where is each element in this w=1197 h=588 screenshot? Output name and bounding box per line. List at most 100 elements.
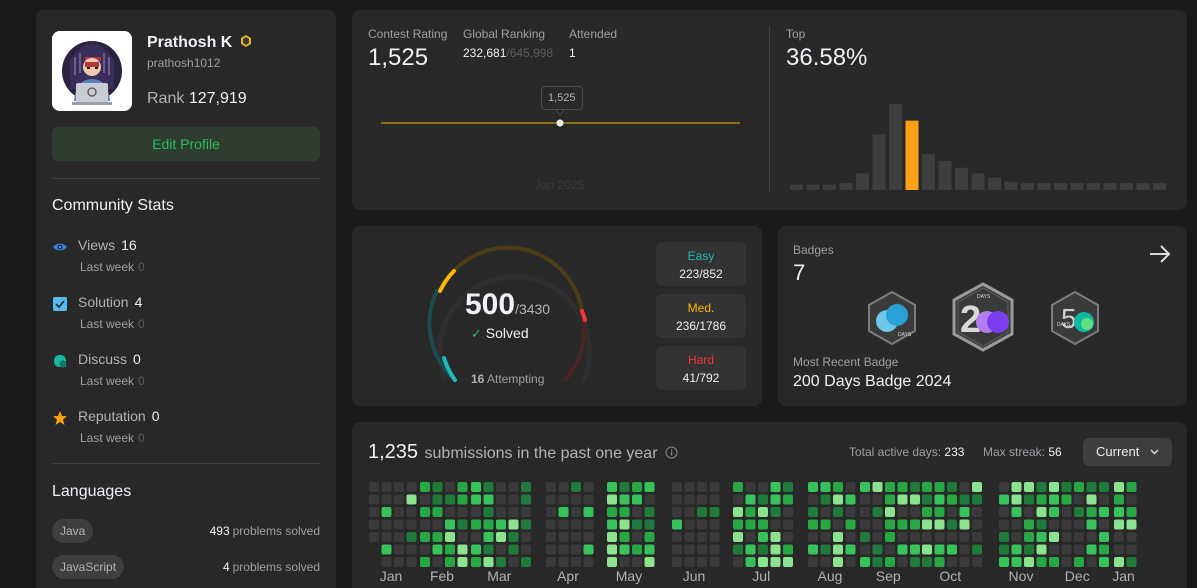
heatmap-cell[interactable]	[1114, 507, 1124, 517]
heatmap-cell[interactable]	[432, 544, 443, 555]
heatmap-cell[interactable]	[709, 494, 720, 505]
heatmap-cell[interactable]	[1099, 532, 1109, 542]
heatmap-cell[interactable]	[571, 557, 581, 567]
heatmap-cell[interactable]	[508, 519, 519, 530]
heatmap-cell[interactable]	[571, 544, 581, 555]
heatmap-cell[interactable]	[632, 519, 642, 530]
heatmap-cell[interactable]	[1061, 557, 1072, 567]
edit-profile-button[interactable]: Edit Profile	[52, 127, 320, 161]
heatmap-cell[interactable]	[583, 532, 594, 542]
heatmap-cell[interactable]	[845, 557, 856, 567]
heatmap-cell[interactable]	[381, 482, 392, 492]
heatmap-cell[interactable]	[972, 507, 982, 517]
heatmap-cell[interactable]	[432, 494, 443, 505]
heatmap-cell[interactable]	[1011, 532, 1022, 542]
heatmap-cell[interactable]	[583, 494, 594, 505]
histogram-bar[interactable]	[790, 184, 803, 190]
heatmap-cell[interactable]	[1049, 482, 1059, 492]
histogram-bar[interactable]	[988, 177, 1001, 190]
heatmap-cell[interactable]	[571, 494, 581, 505]
heatmap-cell[interactable]	[1061, 507, 1072, 517]
heatmap-cell[interactable]	[496, 519, 506, 530]
heatmap-cell[interactable]	[445, 519, 455, 530]
heatmap-cell[interactable]	[1036, 519, 1047, 530]
heatmap-cell[interactable]	[483, 507, 494, 517]
heatmap-cell[interactable]	[546, 482, 556, 492]
heatmap-cell[interactable]	[1099, 482, 1109, 492]
heatmap-cell[interactable]	[860, 544, 870, 555]
heatmap-cell[interactable]	[1024, 532, 1034, 542]
heatmap-cell[interactable]	[619, 544, 630, 555]
heatmap-cell[interactable]	[808, 519, 818, 530]
heatmap-cell[interactable]	[1114, 532, 1124, 542]
heatmap-cell[interactable]	[1061, 494, 1072, 505]
heatmap-cell[interactable]	[496, 482, 506, 492]
heatmap-cell[interactable]	[1114, 557, 1124, 567]
heatmap-cell[interactable]	[1086, 532, 1097, 542]
heatmap-cell[interactable]	[845, 544, 856, 555]
heatmap-cell[interactable]	[432, 519, 443, 530]
heatmap-cell[interactable]	[1011, 494, 1022, 505]
heatmap-cell[interactable]	[457, 507, 468, 517]
heatmap-cell[interactable]	[1086, 482, 1097, 492]
heatmap-cell[interactable]	[644, 507, 655, 517]
language-tag[interactable]: JavaScript	[52, 555, 125, 579]
heatmap-cell[interactable]	[508, 557, 519, 567]
heatmap-cell[interactable]	[508, 532, 519, 542]
heatmap-cell[interactable]	[583, 557, 594, 567]
heatmap-cell[interactable]	[1126, 507, 1137, 517]
heatmap-cell[interactable]	[959, 557, 970, 567]
histogram-bar[interactable]	[1136, 183, 1150, 190]
heatmap-cell[interactable]	[1061, 519, 1072, 530]
heatmap-cell[interactable]	[684, 519, 695, 530]
heatmap-cell[interactable]	[558, 519, 569, 530]
heatmap-cell[interactable]	[733, 494, 743, 505]
heatmap-cell[interactable]	[1099, 544, 1109, 555]
heatmap-cell[interactable]	[922, 482, 932, 492]
heatmap-cell[interactable]	[783, 519, 793, 530]
heatmap-cell[interactable]	[546, 494, 556, 505]
heatmap-cell[interactable]	[758, 532, 768, 542]
heatmap-cell[interactable]	[644, 519, 655, 530]
heatmap-cell[interactable]	[394, 557, 404, 567]
heatmap-cell[interactable]	[432, 557, 443, 567]
heatmap-cell[interactable]	[1074, 482, 1084, 492]
heatmap-cell[interactable]	[394, 482, 404, 492]
heatmap-cell[interactable]	[972, 557, 982, 567]
heatmap-cell[interactable]	[457, 544, 468, 555]
heatmap-cell[interactable]	[833, 557, 843, 567]
heatmap-cell[interactable]	[381, 494, 392, 505]
heatmap-cell[interactable]	[745, 557, 756, 567]
heatmap-cell[interactable]	[369, 507, 379, 517]
heatmap-cell[interactable]	[546, 507, 556, 517]
heatmap-cell[interactable]	[420, 507, 430, 517]
heatmap-cell[interactable]	[833, 494, 843, 505]
heatmap-cell[interactable]	[910, 557, 920, 567]
heatmap-cell[interactable]	[583, 482, 594, 492]
heatmap-cell[interactable]	[457, 494, 468, 505]
heatmap-cell[interactable]	[872, 519, 883, 530]
heatmap-cell[interactable]	[860, 557, 870, 567]
heatmap-cell[interactable]	[619, 482, 630, 492]
heatmap-cell[interactable]	[672, 544, 682, 555]
heatmap-cell[interactable]	[607, 544, 617, 555]
heatmap-cell[interactable]	[607, 507, 617, 517]
heatmap-cell[interactable]	[1074, 507, 1084, 517]
heatmap-cell[interactable]	[820, 519, 831, 530]
heatmap-cell[interactable]	[833, 482, 843, 492]
heatmap-cell[interactable]	[619, 557, 630, 567]
heatmap-cell[interactable]	[758, 507, 768, 517]
info-icon[interactable]	[665, 446, 678, 459]
histogram-bar[interactable]	[889, 104, 902, 190]
heatmap-cell[interactable]	[445, 544, 455, 555]
heatmap-cell[interactable]	[697, 532, 707, 542]
heatmap-cell[interactable]	[381, 507, 392, 517]
heatmap-cell[interactable]	[1114, 494, 1124, 505]
heatmap-cell[interactable]	[1024, 507, 1034, 517]
heatmap-cell[interactable]	[1074, 557, 1084, 567]
heatmap-cell[interactable]	[934, 544, 945, 555]
heatmap-cell[interactable]	[432, 507, 443, 517]
heatmap-cell[interactable]	[521, 532, 531, 542]
heatmap-cell[interactable]	[999, 482, 1009, 492]
heatmap-cell[interactable]	[733, 544, 743, 555]
